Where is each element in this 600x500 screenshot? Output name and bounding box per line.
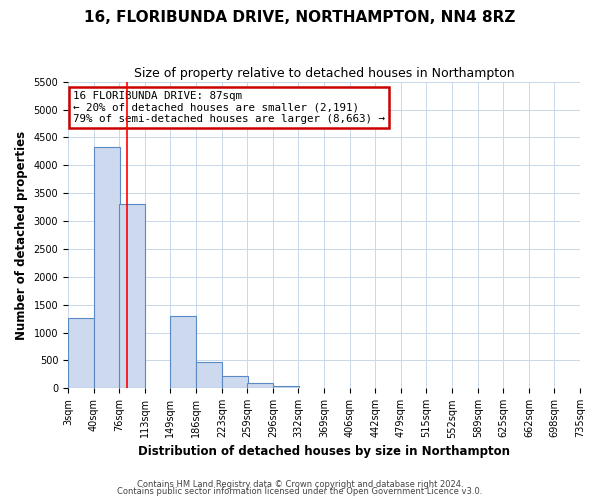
Text: 16, FLORIBUNDA DRIVE, NORTHAMPTON, NN4 8RZ: 16, FLORIBUNDA DRIVE, NORTHAMPTON, NN4 8… — [85, 10, 515, 25]
Bar — [273, 386, 299, 388]
X-axis label: Distribution of detached houses by size in Northampton: Distribution of detached houses by size … — [138, 444, 510, 458]
Bar — [222, 376, 248, 388]
Bar — [247, 384, 273, 388]
Bar — [119, 204, 145, 388]
Bar — [196, 362, 222, 388]
Bar — [94, 147, 120, 388]
Title: Size of property relative to detached houses in Northampton: Size of property relative to detached ho… — [134, 68, 514, 80]
Y-axis label: Number of detached properties: Number of detached properties — [15, 130, 28, 340]
Text: Contains public sector information licensed under the Open Government Licence v3: Contains public sector information licen… — [118, 487, 482, 496]
Bar — [170, 316, 196, 388]
Text: 16 FLORIBUNDA DRIVE: 87sqm
← 20% of detached houses are smaller (2,191)
79% of s: 16 FLORIBUNDA DRIVE: 87sqm ← 20% of deta… — [73, 91, 385, 124]
Text: Contains HM Land Registry data © Crown copyright and database right 2024.: Contains HM Land Registry data © Crown c… — [137, 480, 463, 489]
Bar — [68, 318, 94, 388]
